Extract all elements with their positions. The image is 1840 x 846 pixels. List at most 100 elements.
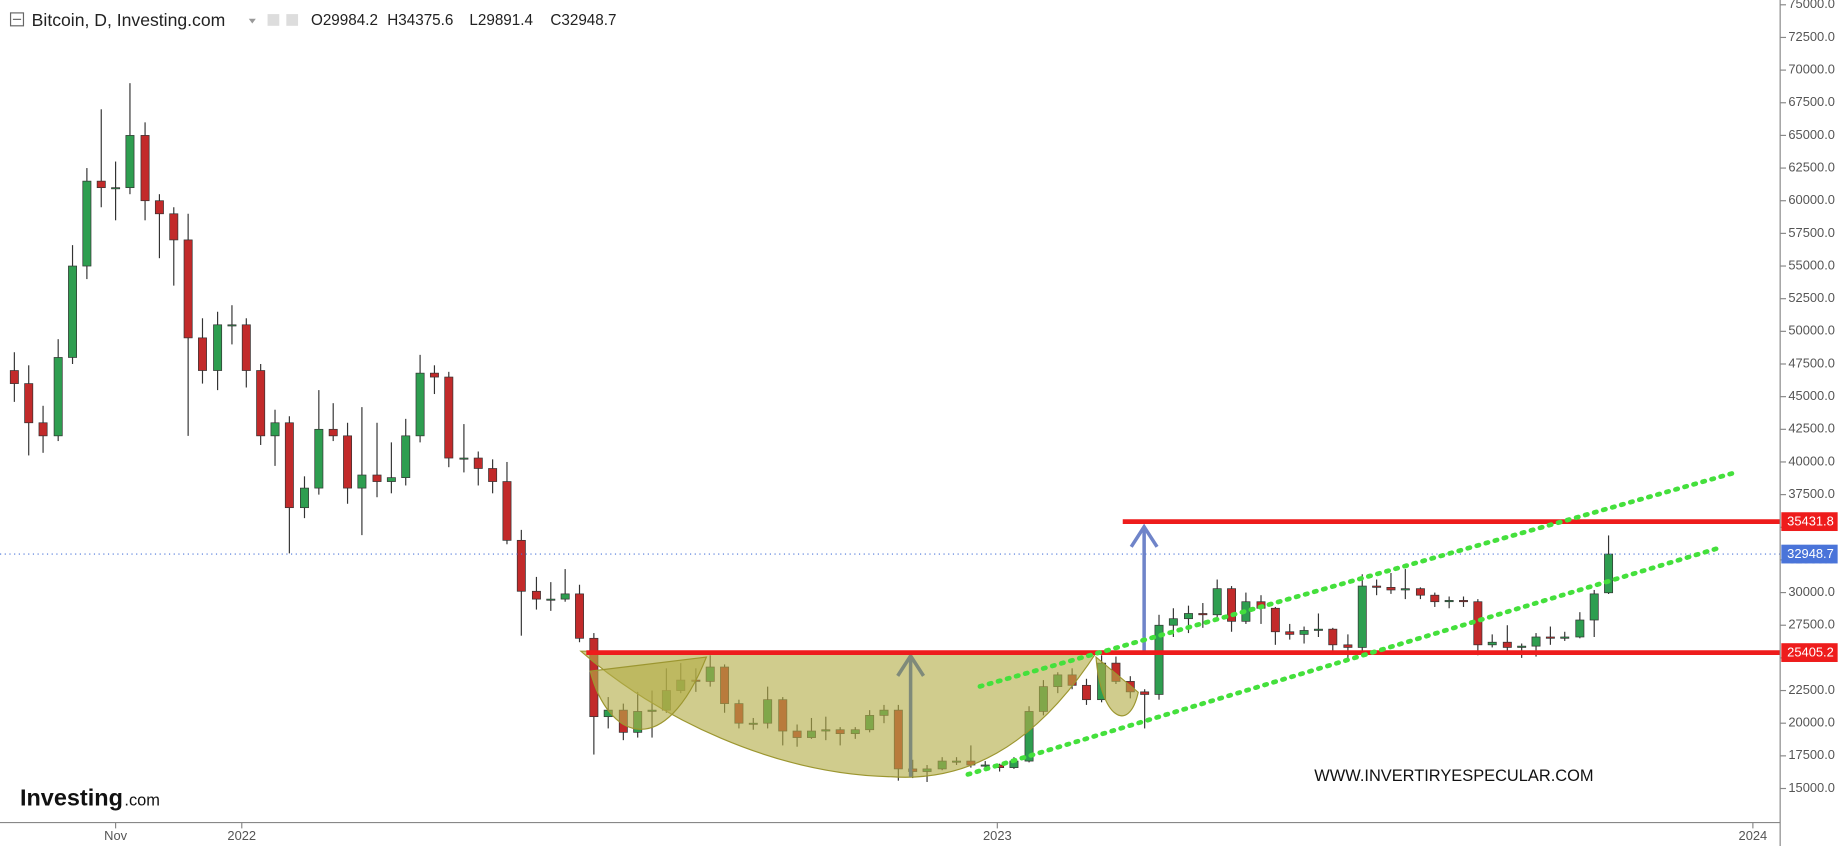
- candle-body: [1168, 618, 1178, 626]
- candle-body: [1531, 636, 1541, 647]
- handle-shape: [589, 656, 708, 730]
- candle-body: [227, 324, 237, 327]
- candle-body: [111, 187, 121, 190]
- candle-body: [1313, 628, 1323, 631]
- candle-body: [68, 265, 77, 358]
- candle-body: [96, 180, 106, 189]
- candle-body: [575, 593, 584, 639]
- level-label: 35431.8: [1787, 514, 1834, 529]
- trendline: [977, 470, 1737, 689]
- candle-body: [1343, 644, 1353, 648]
- y-tick-label: 72500.0: [1788, 29, 1835, 44]
- candle-body: [183, 239, 193, 339]
- candle-body: [256, 370, 266, 437]
- y-tick-label: 47500.0: [1788, 355, 1835, 370]
- level-label: 25405.2: [1787, 645, 1834, 660]
- candle-body: [516, 539, 526, 592]
- ohlc-high: H34375.6: [387, 12, 453, 29]
- candle-body: [169, 213, 179, 241]
- logo-brand: Investing: [20, 784, 123, 810]
- y-tick-label: 30000.0: [1788, 584, 1835, 599]
- candle-body: [401, 435, 411, 478]
- candle-body: [1545, 636, 1555, 639]
- y-tick-label: 45000.0: [1788, 388, 1835, 403]
- candle-body: [1459, 600, 1468, 603]
- candle-body: [1140, 691, 1150, 695]
- y-tick-label: 75000.0: [1788, 0, 1835, 11]
- candle-body: [53, 357, 63, 437]
- candle-body: [1415, 588, 1425, 596]
- candle-body: [284, 422, 294, 509]
- candle-body: [1487, 641, 1497, 646]
- candle-body: [980, 764, 990, 767]
- candle-body: [429, 372, 439, 378]
- y-tick-label: 70000.0: [1788, 62, 1835, 77]
- candle-body: [213, 324, 223, 371]
- x-tick-label: 2022: [227, 828, 256, 843]
- candle-body: [314, 428, 324, 489]
- arrow-head: [896, 652, 925, 677]
- ohlc-open: O29984.2: [311, 12, 378, 29]
- candle-body: [1589, 593, 1599, 621]
- candle-body: [1357, 585, 1367, 648]
- candle-body: [1517, 645, 1527, 648]
- y-tick-label: 50000.0: [1788, 323, 1835, 338]
- candle-body: [1604, 553, 1614, 594]
- chart-title: Bitcoin, D, Investing.com: [32, 10, 226, 30]
- y-tick-label: 57500.0: [1788, 225, 1835, 240]
- candle-body: [1299, 630, 1309, 635]
- y-tick-label: 27500.0: [1788, 617, 1835, 632]
- y-tick-label: 15000.0: [1788, 780, 1835, 795]
- candle-body: [444, 376, 454, 459]
- candle-body: [140, 135, 150, 202]
- candle-body: [488, 468, 498, 482]
- candle-body: [386, 477, 396, 482]
- candle-body: [531, 590, 541, 600]
- candle-body: [357, 474, 367, 489]
- ohlc-low: L29891.4: [469, 12, 533, 29]
- candle-body: [241, 324, 251, 371]
- candle-body: [1082, 684, 1091, 701]
- dropdown-caret[interactable]: [248, 18, 256, 24]
- y-tick-label: 65000.0: [1788, 127, 1835, 142]
- icon[interactable]: [286, 14, 299, 26]
- icon[interactable]: [267, 14, 280, 26]
- y-tick-label: 62500.0: [1788, 159, 1835, 174]
- collapse-icon[interactable]: [9, 12, 25, 27]
- candle-body: [1560, 636, 1570, 639]
- candle-body: [38, 422, 48, 437]
- x-tick-label: 2024: [1739, 828, 1768, 843]
- candle-body: [1154, 624, 1164, 695]
- candle-body: [1285, 631, 1295, 635]
- trendline: [965, 545, 1722, 777]
- x-tick-label: Nov: [104, 828, 127, 843]
- y-tick-label: 37500.0: [1788, 486, 1835, 501]
- handle-shape: [1095, 655, 1139, 717]
- candle-body: [546, 598, 556, 601]
- candle-body: [1212, 588, 1222, 616]
- candle-body: [1198, 613, 1208, 616]
- y-tick-label: 22500.0: [1788, 682, 1835, 697]
- candle-body: [24, 383, 34, 424]
- candle-body: [343, 435, 353, 489]
- candle-body: [1444, 600, 1454, 603]
- y-tick-label: 20000.0: [1788, 715, 1835, 730]
- candle-body: [1372, 585, 1382, 588]
- candle-body: [502, 481, 512, 541]
- candle-body: [1400, 588, 1410, 591]
- watermark: WWW.INVERTIRYESPECULAR.COM: [1314, 767, 1593, 785]
- candle-body: [9, 370, 19, 384]
- ohlc-close: C32948.7: [550, 12, 616, 29]
- candle-body: [459, 457, 469, 460]
- level-box: [1781, 512, 1838, 532]
- level-box: [1781, 643, 1838, 662]
- candle-body: [1328, 628, 1338, 646]
- y-tick-label: 52500.0: [1788, 290, 1835, 305]
- y-tick-label: 60000.0: [1788, 192, 1835, 207]
- y-tick-label: 40000.0: [1788, 453, 1835, 468]
- y-tick-label: 67500.0: [1788, 94, 1835, 109]
- logo-suffix: .com: [124, 792, 160, 810]
- candle-body: [270, 422, 280, 437]
- candle-body: [154, 200, 164, 215]
